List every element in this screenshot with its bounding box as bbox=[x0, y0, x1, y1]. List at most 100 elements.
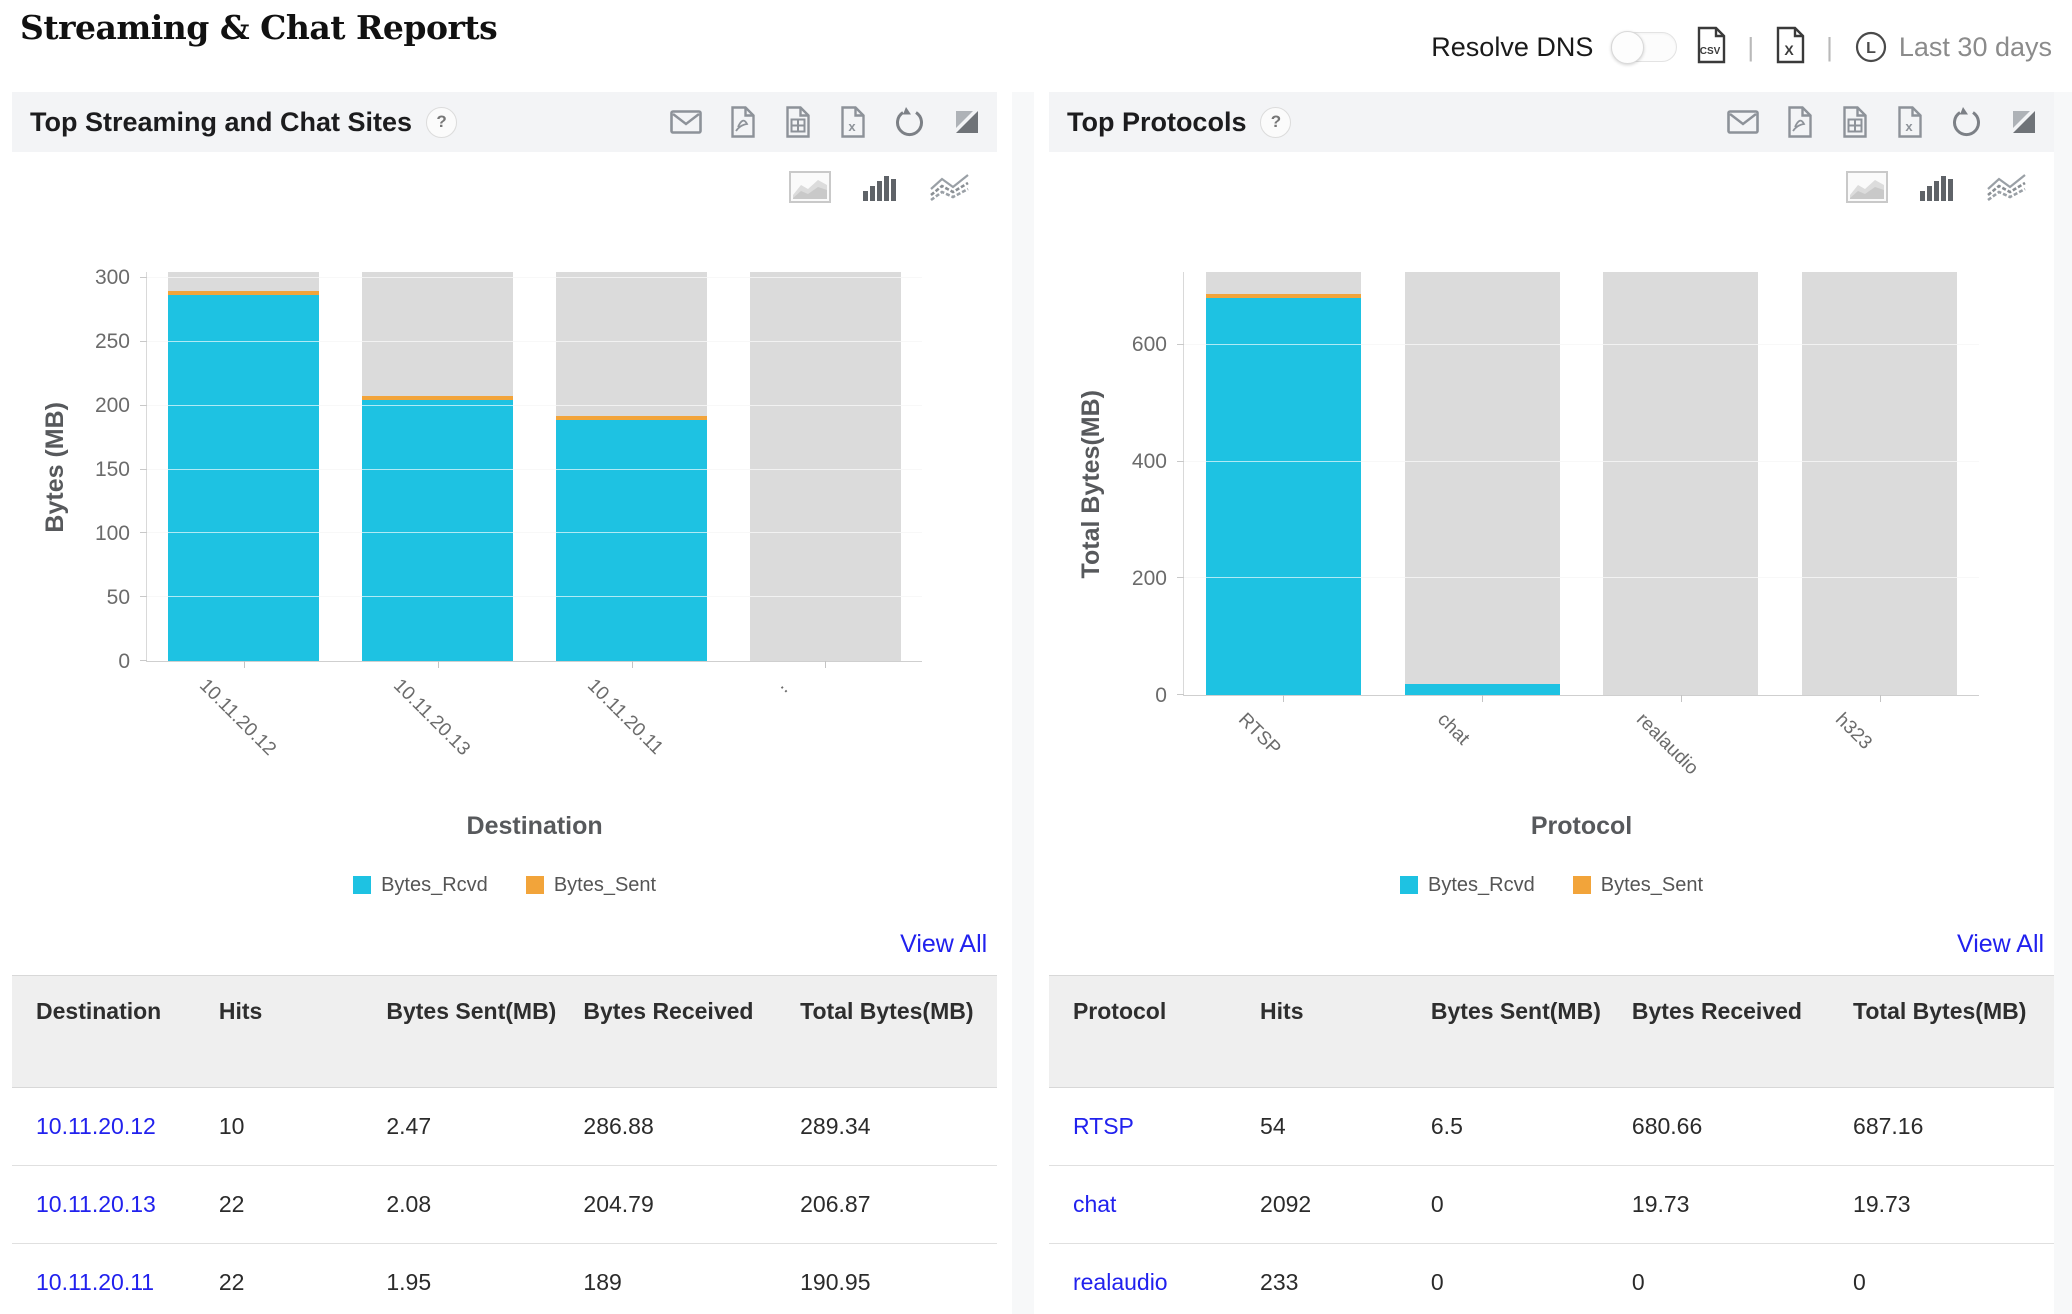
legend-item[interactable]: Bytes_Rcvd bbox=[353, 874, 488, 897]
y-axis-title: Total Bytes(MB) bbox=[1077, 389, 1106, 579]
pdf-export-icon[interactable] bbox=[1786, 106, 1814, 138]
help-icon[interactable]: ? bbox=[426, 106, 458, 138]
x-tick-mark bbox=[1680, 695, 1682, 702]
bar-segment-bytes_sent bbox=[555, 415, 708, 420]
y-tick-label: 100 bbox=[94, 522, 130, 546]
bar-chart-icon[interactable] bbox=[1918, 171, 1956, 203]
row-link[interactable]: realaudio bbox=[1048, 1243, 1261, 1314]
gridline-overlay bbox=[147, 341, 923, 343]
chart-legend: Bytes_Rcvd Bytes_Sent bbox=[1049, 870, 2054, 900]
bar-group: 10.11.20.11 bbox=[535, 272, 729, 759]
column-header: Bytes Sent(MB) bbox=[1430, 975, 1632, 1088]
table-row: chat 2092 0 19.73 19.73 bbox=[1048, 1165, 2055, 1244]
y-tick-mark bbox=[1176, 343, 1184, 345]
bar-segment-bytes_rcvd bbox=[555, 419, 708, 661]
row-link[interactable]: 10.11.20.12 bbox=[12, 1087, 219, 1166]
panel-action-icons: x bbox=[1727, 106, 2038, 138]
table-cell: 204.79 bbox=[583, 1165, 801, 1244]
row-link[interactable]: 10.11.20.11 bbox=[12, 1243, 219, 1314]
column-header: Hits bbox=[218, 975, 387, 1088]
view-all-link[interactable]: View All bbox=[900, 930, 988, 958]
table-cell: 0 bbox=[1631, 1243, 1854, 1314]
x-tick-mark bbox=[825, 661, 827, 668]
column-header: Bytes Sent(MB) bbox=[386, 975, 584, 1088]
gridline-overlay bbox=[147, 596, 923, 598]
resolve-dns-toggle[interactable] bbox=[1611, 31, 1678, 64]
y-tick-label: 400 bbox=[1131, 450, 1167, 474]
bar-stack bbox=[750, 272, 901, 661]
csv-export-icon[interactable]: CSV bbox=[1695, 26, 1727, 69]
report-summary-icon[interactable] bbox=[1841, 106, 1869, 138]
clock-icon: L bbox=[1855, 31, 1886, 63]
view-all-link[interactable]: View All bbox=[1957, 930, 2045, 958]
x-tick-mark bbox=[1283, 695, 1285, 702]
legend-swatch bbox=[1572, 876, 1591, 894]
excel-export-icon[interactable]: X bbox=[1774, 26, 1806, 69]
area-chart-icon[interactable] bbox=[789, 171, 832, 203]
top-bar: Streaming & Chat Reports Resolve DNS CSV… bbox=[0, 0, 2072, 92]
column-header: Bytes Received bbox=[1631, 975, 1854, 1088]
legend-item[interactable]: Bytes_Sent bbox=[1572, 874, 1703, 897]
table-cell: 1.95 bbox=[386, 1243, 584, 1314]
table-cell: 206.87 bbox=[800, 1165, 998, 1244]
panel-header: Top Streaming and Chat Sites ? x bbox=[12, 92, 998, 152]
help-icon[interactable]: ? bbox=[1260, 106, 1292, 138]
gridline-overlay bbox=[147, 468, 923, 470]
gridline-overlay bbox=[147, 532, 923, 534]
y-tick-label: 250 bbox=[94, 330, 130, 354]
y-tick-mark bbox=[1176, 577, 1184, 579]
excel-export-icon[interactable]: x bbox=[839, 106, 867, 138]
table-cell: 2.08 bbox=[386, 1165, 584, 1244]
legend-label: Bytes_Rcvd bbox=[381, 873, 488, 896]
column-header: Bytes Received bbox=[583, 975, 801, 1088]
table-row: realaudio 233 0 0 0 bbox=[1048, 1243, 2055, 1314]
y-tick-mark bbox=[140, 596, 147, 598]
email-icon[interactable] bbox=[670, 110, 703, 134]
area-chart-icon[interactable] bbox=[1846, 171, 1889, 203]
bar-segment-bytes_rcvd bbox=[1404, 683, 1560, 695]
column-header: Hits bbox=[1260, 975, 1431, 1088]
row-link[interactable]: RTSP bbox=[1048, 1087, 1261, 1166]
bar-stack bbox=[1205, 272, 1361, 695]
refresh-icon[interactable] bbox=[1951, 106, 1983, 138]
line-chart-icon[interactable] bbox=[929, 171, 971, 203]
chart-legend: Bytes_Rcvd Bytes_Sent bbox=[12, 870, 997, 900]
panel-top-streaming-chat-sites: Top Streaming and Chat Sites ? x Bytes (… bbox=[12, 92, 998, 1314]
legend-item[interactable]: Bytes_Rcvd bbox=[1400, 874, 1535, 897]
bar-stack bbox=[362, 272, 514, 661]
table-cell: 680.66 bbox=[1631, 1087, 1854, 1166]
excel-export-icon[interactable]: x bbox=[1896, 106, 1924, 138]
time-period-selector[interactable]: L Last 30 days bbox=[1853, 29, 2052, 65]
email-icon[interactable] bbox=[1727, 110, 1759, 134]
pdf-export-icon[interactable] bbox=[729, 106, 757, 138]
bar-segment-bytes_sent bbox=[168, 291, 320, 296]
table-row: RTSP 54 6.5 680.66 687.16 bbox=[1048, 1087, 2055, 1166]
svg-text:CSV: CSV bbox=[1700, 46, 1721, 57]
column-header: Destination bbox=[12, 975, 219, 1088]
plot-area: RTSP chat realaudio h323 bbox=[1176, 272, 1980, 779]
table-cell: 2092 bbox=[1260, 1165, 1431, 1244]
refresh-icon[interactable] bbox=[894, 106, 926, 138]
legend-swatch bbox=[525, 876, 544, 894]
x-tick-mark bbox=[243, 661, 245, 668]
row-link[interactable]: 10.11.20.13 bbox=[12, 1165, 219, 1244]
column-header: Total Bytes(MB) bbox=[1853, 975, 2055, 1088]
report-summary-icon[interactable] bbox=[784, 106, 812, 138]
table-cell: 289.34 bbox=[800, 1087, 998, 1166]
page-title: Streaming & Chat Reports bbox=[20, 8, 498, 47]
bar-stack bbox=[1603, 272, 1758, 695]
legend-item[interactable]: Bytes_Sent bbox=[525, 874, 656, 897]
table-row: 10.11.20.12 10 2.47 286.88 289.34 bbox=[12, 1087, 998, 1166]
row-link[interactable]: chat bbox=[1048, 1165, 1261, 1244]
expand-icon[interactable] bbox=[953, 108, 981, 136]
y-tick-mark bbox=[140, 341, 147, 343]
x-tick-mark bbox=[1482, 695, 1484, 702]
expand-icon[interactable] bbox=[2010, 108, 2038, 136]
bar-chart-icon[interactable] bbox=[861, 171, 899, 203]
legend-label: Bytes_Rcvd bbox=[1428, 873, 1535, 896]
table-cell: 2.47 bbox=[386, 1087, 584, 1166]
line-chart-icon[interactable] bbox=[1986, 171, 2028, 203]
bar-stack bbox=[555, 272, 708, 661]
table-header-row: Destination Hits Bytes Sent(MB) Bytes Recei… bbox=[12, 975, 998, 1088]
table-cell: 19.73 bbox=[1853, 1165, 2055, 1244]
